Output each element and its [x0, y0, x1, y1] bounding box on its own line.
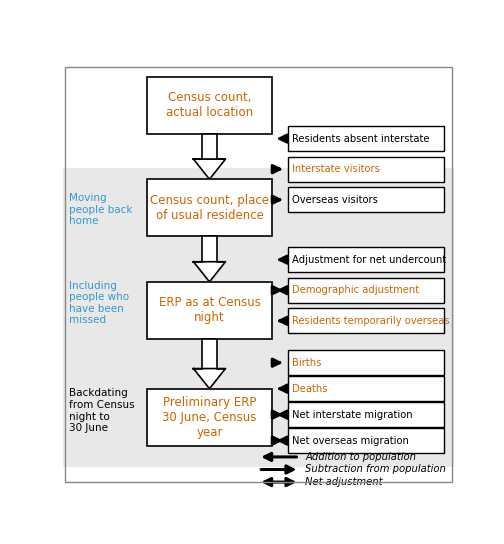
FancyBboxPatch shape	[288, 428, 444, 453]
FancyBboxPatch shape	[288, 247, 444, 272]
Bar	[63, 354, 454, 467]
Text: Overseas visitors: Overseas visitors	[292, 195, 378, 205]
Text: Preliminary ERP
30 June, Census
year: Preliminary ERP 30 June, Census year	[162, 395, 257, 438]
Bar	[202, 236, 217, 262]
FancyBboxPatch shape	[288, 157, 444, 182]
Text: Census count, place
of usual residence: Census count, place of usual residence	[150, 194, 269, 222]
FancyBboxPatch shape	[288, 126, 444, 151]
Polygon shape	[194, 262, 225, 282]
Polygon shape	[194, 368, 225, 388]
FancyBboxPatch shape	[147, 388, 272, 446]
Text: Adjustment for net undercount: Adjustment for net undercount	[292, 255, 447, 264]
Bar	[63, 252, 454, 354]
Text: Backdating
from Census
night to
30 June: Backdating from Census night to 30 June	[69, 388, 135, 433]
Text: Births: Births	[292, 358, 322, 368]
Text: Addition to population: Addition to population	[305, 452, 416, 462]
FancyBboxPatch shape	[288, 187, 444, 212]
Text: Subtraction from population: Subtraction from population	[305, 465, 446, 474]
FancyBboxPatch shape	[288, 376, 444, 401]
Bar	[202, 339, 217, 368]
FancyBboxPatch shape	[147, 77, 272, 134]
FancyBboxPatch shape	[147, 179, 272, 236]
FancyBboxPatch shape	[288, 277, 444, 303]
Text: ERP as at Census
night: ERP as at Census night	[159, 296, 261, 324]
Text: Moving
people back
home: Moving people back home	[69, 193, 133, 226]
FancyBboxPatch shape	[147, 282, 272, 339]
Text: Deaths: Deaths	[292, 384, 328, 394]
Text: Including
people who
have been
missed: Including people who have been missed	[69, 281, 129, 325]
Text: Interstate visitors: Interstate visitors	[292, 164, 380, 174]
Text: Net adjustment: Net adjustment	[305, 477, 383, 487]
Text: Census count,
actual location: Census count, actual location	[166, 91, 253, 119]
Text: Residents absent interstate: Residents absent interstate	[292, 134, 430, 144]
Text: Residents temporarily overseas: Residents temporarily overseas	[292, 316, 450, 326]
Polygon shape	[194, 159, 225, 179]
Bar	[202, 134, 217, 159]
Text: Demographic adjustment: Demographic adjustment	[292, 285, 419, 295]
FancyBboxPatch shape	[288, 350, 444, 375]
Bar	[63, 168, 454, 252]
FancyBboxPatch shape	[288, 308, 444, 333]
FancyBboxPatch shape	[288, 402, 444, 427]
Text: Net interstate migration: Net interstate migration	[292, 410, 413, 419]
Text: Net overseas migration: Net overseas migration	[292, 436, 409, 446]
